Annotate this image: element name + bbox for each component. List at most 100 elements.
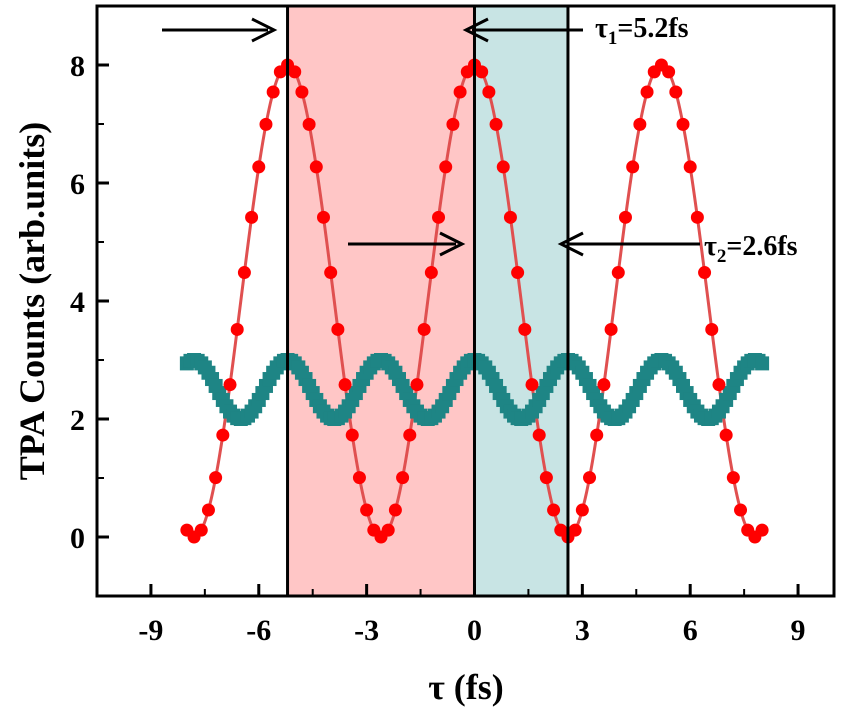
circle-point <box>424 266 438 280</box>
y-tick-label: 2 <box>70 404 85 437</box>
circle-point <box>690 210 704 224</box>
circle-point <box>482 85 496 99</box>
circle-point <box>626 160 640 174</box>
x-tick-label: -3 <box>354 614 379 647</box>
circle-point <box>331 322 345 336</box>
circle-point <box>518 322 532 336</box>
x-tick-label: 0 <box>467 614 482 647</box>
y-axis-ticks: 0 2 4 6 8 <box>70 50 109 555</box>
x-tick-label: 6 <box>683 614 698 647</box>
x-tick-label: 9 <box>791 614 806 647</box>
circle-point <box>194 523 208 537</box>
circle-point <box>726 471 740 485</box>
circle-point <box>532 428 546 442</box>
x-tick-label: 3 <box>575 614 590 647</box>
circle-point <box>662 65 676 79</box>
tau1-annotation: τ1=5.2fs <box>595 13 689 49</box>
y-tick-label: 0 <box>70 522 85 555</box>
circle-point <box>453 85 467 99</box>
circle-point <box>410 378 424 392</box>
circle-point <box>489 117 503 131</box>
circle-point <box>525 378 539 392</box>
circle-point <box>345 428 359 442</box>
circle-point <box>590 428 604 442</box>
tau1-symbol: τ <box>595 13 608 44</box>
circle-point <box>417 322 431 336</box>
tau2-subscript: 2 <box>717 246 727 267</box>
circle-point <box>439 160 453 174</box>
circle-point <box>201 503 215 517</box>
circle-point <box>734 503 748 517</box>
circle-point <box>446 117 460 131</box>
circle-point <box>252 160 266 174</box>
circle-point <box>245 210 259 224</box>
y-tick-label: 4 <box>70 286 85 319</box>
circle-point <box>396 471 410 485</box>
circle-point <box>230 322 244 336</box>
circle-point <box>705 322 719 336</box>
arrowhead-right-tau2 <box>557 231 584 257</box>
circle-point <box>597 378 611 392</box>
circle-point <box>496 160 510 174</box>
circle-point <box>568 523 582 537</box>
circle-point <box>237 266 251 280</box>
circle-point <box>611 266 625 280</box>
circle-point <box>388 503 402 517</box>
circle-point <box>698 266 712 280</box>
circle-point <box>360 503 374 517</box>
arrowhead-left-tau1 <box>251 17 278 43</box>
circle-point <box>475 65 489 79</box>
x-tick-label: -6 <box>246 614 271 647</box>
circle-point <box>676 117 690 131</box>
circle-point <box>223 378 237 392</box>
circle-point <box>755 523 769 537</box>
circle-point <box>712 378 726 392</box>
y-tick-label: 6 <box>70 168 85 201</box>
arrowhead-right-tau1 <box>462 17 489 43</box>
tau2-value: =2.6fs <box>726 231 797 262</box>
circle-point <box>209 471 223 485</box>
square-point <box>755 356 770 371</box>
circle-point <box>302 117 316 131</box>
circle-point <box>503 210 517 224</box>
x-axis-ticks: -9 -6 -3 0 3 6 9 <box>138 584 806 647</box>
circle-point <box>575 503 589 517</box>
series-square-markers <box>179 353 770 426</box>
circle-point <box>547 503 561 517</box>
circle-point <box>604 322 618 336</box>
circle-point <box>618 210 632 224</box>
annotation-arrows <box>162 17 700 257</box>
tau1-subscript: 1 <box>608 28 618 49</box>
circle-point <box>403 428 417 442</box>
series-circle-markers <box>180 58 769 544</box>
circle-point <box>288 65 302 79</box>
circle-point <box>381 523 395 537</box>
circle-point <box>432 210 446 224</box>
tau2-symbol: τ <box>704 231 717 262</box>
tau1-value: =5.2fs <box>617 13 688 44</box>
circle-point <box>316 210 330 224</box>
circle-point <box>539 471 553 485</box>
circle-point <box>640 85 654 99</box>
circle-point <box>352 471 366 485</box>
y-axis-label: TPA Counts (arb.units) <box>12 122 52 480</box>
circle-point <box>309 160 323 174</box>
circle-point <box>259 117 273 131</box>
circle-point <box>295 85 309 99</box>
arrowhead-left-tau2 <box>439 231 466 257</box>
tau2-annotation: τ2=2.6fs <box>704 231 798 267</box>
vertical-lines <box>286 6 570 596</box>
x-tick-label: -9 <box>138 614 163 647</box>
circle-point <box>583 471 597 485</box>
circle-point <box>669 85 683 99</box>
circle-point <box>266 85 280 99</box>
y-tick-label: 8 <box>70 50 85 83</box>
circle-point <box>511 266 525 280</box>
shaded-region-0 <box>287 6 475 596</box>
circle-point <box>216 428 230 442</box>
circle-point <box>324 266 338 280</box>
circle-point <box>338 378 352 392</box>
circle-point <box>719 428 733 442</box>
circle-point <box>683 160 697 174</box>
